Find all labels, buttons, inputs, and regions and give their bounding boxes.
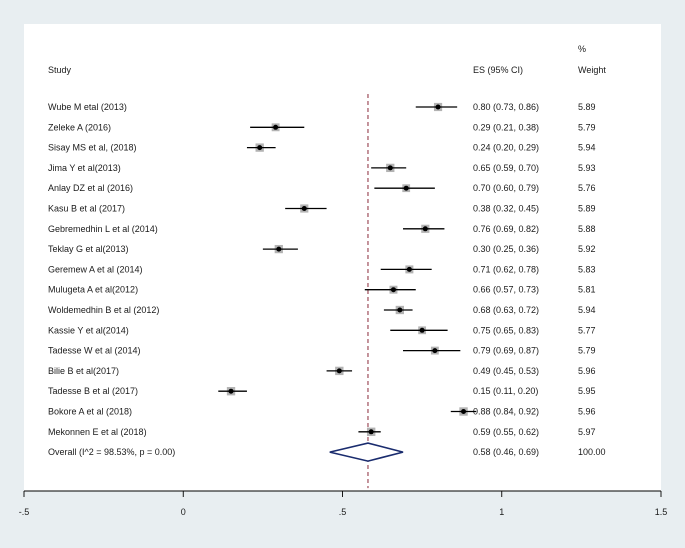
study-ci-text: 0.24 (0.20, 0.29) [473,143,539,153]
study-weight: 5.81 [578,285,596,295]
study-ci-text: 0.15 (0.11, 0.20) [473,386,538,396]
x-tick-label: 0 [181,507,186,517]
study-ci-text: 0.30 (0.25, 0.36) [473,244,539,254]
overall-diamond [329,442,404,462]
header-weight-pct: % [578,44,586,54]
study-ci-text: 0.59 (0.55, 0.62) [473,427,539,437]
study-point [397,307,403,313]
study-weight: 5.94 [578,143,596,153]
study-label: Tadesse W et al (2014) [48,346,141,356]
study-weight: 5.94 [578,305,596,315]
study-weight: 5.89 [578,204,596,214]
study-weight: 5.96 [578,407,596,417]
study-ci-text: 0.70 (0.60, 0.79) [473,183,539,193]
x-tick-label: 1 [499,507,504,517]
x-tick-label: -.5 [19,507,30,517]
study-point [228,388,234,394]
study-label: Anlay DZ et al (2016) [48,183,133,193]
plot-panel [24,24,661,491]
study-point [406,266,412,272]
study-point [419,327,425,333]
study-label: Gebremedhin L et al (2014) [48,224,158,234]
overall-weight: 100.00 [578,447,606,457]
study-label: Woldemedhin B et al (2012) [48,305,159,315]
study-ci-text: 0.75 (0.65, 0.83) [473,325,539,335]
study-label: Wube M etal (2013) [48,102,127,112]
study-ci-text: 0.79 (0.69, 0.87) [473,346,539,356]
study-ci-text: 0.68 (0.63, 0.72) [473,305,539,315]
study-weight: 5.79 [578,346,596,356]
x-tick-label: 1.5 [655,507,668,517]
study-label: Kassie Y et al(2014) [48,325,129,335]
study-ci-text: 0.80 (0.73, 0.86) [473,102,539,112]
study-label: Zeleke A (2016) [48,122,111,132]
study-label: Jima Y et al(2013) [48,163,121,173]
overall-label: Overall (I^2 = 98.53%, p = 0.00) [48,447,175,457]
study-point [301,206,307,211]
study-point [422,226,428,232]
study-label: Kasu B et al (2017) [48,204,125,214]
header-es: ES (95% CI) [473,65,523,75]
study-weight: 5.96 [578,366,596,376]
study-label: Geremew A et al (2014) [48,264,143,274]
study-label: Mekonnen E et al (2018) [48,427,147,437]
forest-marks: Wube M etal (2013) 0.80 (0.73, 0.86) 5.89 Z… [48,94,606,489]
study-point [435,104,441,110]
header-study: Study [48,65,72,75]
study-weight: 5.76 [578,183,596,193]
study-ci-text: 0.76 (0.69, 0.82) [473,224,539,234]
study-weight: 5.93 [578,163,596,173]
study-weight: 5.83 [578,264,596,274]
study-label: Tadesse B et al (2017) [48,386,138,396]
study-point [432,348,438,354]
study-ci-text: 0.66 (0.57, 0.73) [473,285,539,295]
study-label: Mulugeta A et al(2012) [48,285,138,295]
study-weight: 5.88 [578,224,596,234]
study-weight: 5.89 [578,102,596,112]
study-point [276,246,282,252]
study-weight: 5.97 [578,427,596,437]
study-weight: 5.79 [578,122,596,132]
study-ci-text: 0.29 (0.21, 0.38) [473,122,539,132]
x-axis: -.5 0 .5 1 1.5 [19,490,668,517]
study-point [257,145,263,151]
study-point [387,165,393,171]
study-point [273,124,279,130]
study-ci-text: 0.49 (0.45, 0.53) [473,366,539,376]
study-weight: 5.77 [578,325,596,335]
study-weight: 5.95 [578,386,596,396]
study-point [403,185,409,191]
study-label: Bilie B et al(2017) [48,366,119,376]
study-label: Sisay MS et al, (2018) [48,143,137,153]
study-point [461,409,467,414]
study-ci-text: 0.71 (0.62, 0.78) [473,264,539,274]
header-weight: Weight [578,65,606,75]
study-ci-text: 0.38 (0.32, 0.45) [473,204,539,214]
study-weight: 5.92 [578,244,596,254]
study-ci-text: 0.65 (0.59, 0.70) [473,163,539,173]
study-label: Teklay G et al(2013) [48,244,129,254]
study-ci-text: 0.88 (0.84, 0.92) [473,407,539,417]
study-point [368,429,374,435]
study-point [390,287,396,293]
study-label: Bokore A et al (2018) [48,407,132,417]
study-point [336,368,342,374]
overall-ci-text: 0.58 (0.46, 0.69) [473,447,539,457]
x-tick-label: .5 [339,507,347,517]
